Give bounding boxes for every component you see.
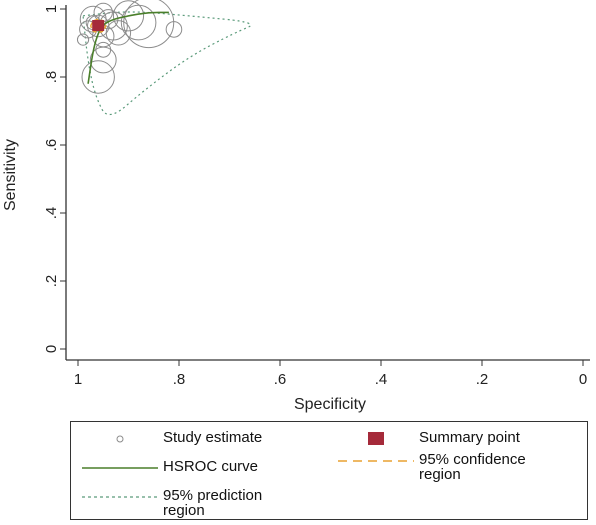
study-estimate-circle [95, 41, 112, 58]
legend-label-confidence-region: 95% confidence region [419, 451, 526, 483]
study-estimate-circle [165, 21, 183, 38]
hsroc-curve-path [87, 11, 169, 84]
prediction-region-layer [82, 11, 252, 115]
hsroc-curve-layer [87, 11, 169, 84]
study-estimate-circle [105, 20, 132, 46]
study-estimate-circle [123, 0, 175, 49]
study-estimate-circle [81, 60, 115, 94]
summary-point-legend-symbol [333, 430, 419, 448]
y-axis-ticks: 0 .2 .4 .6 .8 1 [43, 5, 66, 353]
legend: Study estimate Summary point HSROC curve… [70, 421, 588, 520]
y-axis-title: Sensitivity [2, 139, 19, 211]
y-tick-label: .2 [43, 275, 60, 288]
sroc-plot: 0 .2 .4 .6 .8 1 1 .8 .6 .4 .2 0 Specificity Sensit… [2, 0, 590, 413]
y-tick-label: .4 [43, 207, 60, 220]
legend-label-summary-point: Summary point [419, 429, 520, 446]
legend-item-hsroc-curve: HSROC curve [77, 459, 323, 477]
study-estimate-circle [120, 4, 157, 41]
study-estimate-legend-symbol [77, 430, 163, 448]
legend-label-study-estimate: Study estimate [163, 429, 263, 446]
x-axis-ticks: 1 .8 .6 .4 .2 0 [74, 360, 587, 388]
summary-point-marker [92, 20, 105, 31]
y-tick-label: .6 [43, 139, 60, 152]
x-axis-title: Specificity [294, 396, 366, 413]
legend-item-prediction-region: 95% prediction region [77, 488, 283, 518]
x-tick-label: .8 [173, 371, 186, 388]
legend-item-study-estimate: Study estimate [77, 430, 323, 448]
x-tick-label: 0 [579, 371, 587, 388]
summary-point-layer [92, 20, 105, 31]
y-tick-label: .8 [43, 71, 60, 84]
legend-label-hsroc-curve: HSROC curve [163, 458, 259, 475]
prediction-legend-symbol [77, 488, 163, 506]
x-tick-label: .2 [476, 371, 489, 388]
x-tick-label: .4 [375, 371, 388, 388]
study-estimate-circle [98, 9, 119, 30]
legend-item-summary-point: Summary point [333, 430, 579, 448]
plot-area: 0 .2 .4 .6 .8 1 1 .8 .6 .4 .2 0 [43, 0, 590, 388]
x-tick-label: .6 [274, 371, 287, 388]
y-tick-label: 1 [43, 5, 60, 13]
legend-item-confidence-region: 95% confidence region [333, 452, 539, 482]
confidence-legend-symbol [333, 452, 419, 470]
x-tick-label: 1 [74, 371, 82, 388]
prediction-region-path [82, 11, 252, 115]
hsroc-legend-symbol [77, 459, 163, 477]
legend-label-prediction-region: 95% prediction region [163, 487, 263, 519]
study-estimate-circle [76, 33, 90, 46]
study-estimates-layer [76, 0, 183, 94]
y-tick-label: 0 [43, 345, 60, 353]
study-estimate-circle [89, 46, 117, 74]
study-estimate-circle [112, 0, 145, 32]
